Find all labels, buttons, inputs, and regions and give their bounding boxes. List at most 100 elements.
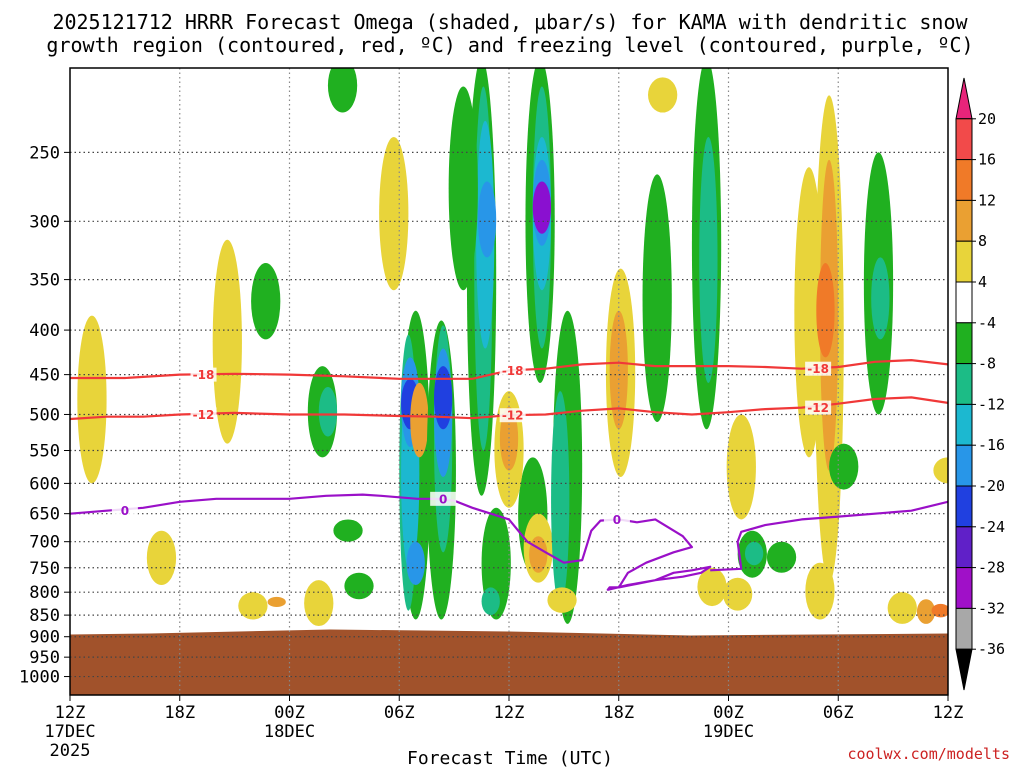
colorbar-bin-1 (955, 118, 973, 161)
omega-region-5 (267, 596, 286, 608)
colorbar-label-12: -32 (978, 599, 1005, 617)
omega-region-50 (726, 414, 756, 520)
x-tick-label-6: 00Z (713, 703, 744, 723)
y-tick-label-350: 350 (29, 271, 60, 291)
contour-label-freezing-level-1: 0 (439, 492, 447, 506)
grid-lines (70, 68, 948, 695)
contour-freezing-level-east (710, 500, 948, 572)
y-tick-label-300: 300 (29, 212, 60, 232)
x-tick-label-0: 12Z (55, 703, 86, 723)
x-axis-label: Forecast Time (UTC) (407, 748, 613, 768)
omega-region-35 (532, 181, 552, 234)
x-tick-label-3: 06Z (384, 703, 415, 723)
omega-region-54 (723, 577, 753, 611)
omega-region-11 (344, 572, 374, 600)
colorbar-label-0: 20 (978, 110, 996, 128)
colorbar-bin-10 (955, 485, 973, 528)
colorbar-label-10: -24 (978, 518, 1005, 536)
colorbar-cap-bottom (955, 648, 973, 691)
contour-lines: -18 -18 -18 -12 -12 -12 0 0 0 (70, 359, 948, 591)
omega-region-52 (744, 541, 764, 566)
colorbar-bin-3 (955, 199, 973, 242)
omega-region-2 (212, 239, 242, 444)
colorbar-cap-top (955, 77, 973, 120)
x-tick-date-2: 18DEC (264, 722, 315, 742)
contour-label-freezing-level-0: 0 (121, 504, 129, 518)
colorbar-label-3: 8 (978, 232, 987, 250)
x-tick-label-2: 00Z (274, 703, 305, 723)
chart-title-line-1: 2025121712 HRRR Forecast Omega (shaded, … (52, 10, 968, 34)
colorbar-bin-4 (955, 240, 973, 283)
colorbar-label-9: -20 (978, 477, 1005, 495)
omega-region-3 (304, 580, 334, 627)
y-tick-label-250: 250 (29, 143, 60, 163)
omega-region-12 (379, 136, 409, 291)
colorbar-label-2: 12 (978, 191, 996, 209)
colorbar-label-5: -4 (978, 314, 996, 332)
omega-region-23 (434, 366, 453, 430)
y-tick-label-850: 850 (29, 606, 60, 626)
y-tick-label-800: 800 (29, 583, 60, 603)
x-tick-date-0: 17DEC (44, 722, 95, 742)
colorbar-bin-6 (955, 322, 973, 365)
omega-region-61 (871, 257, 890, 340)
contour-label-dgz-minus-12-2: -12 (807, 401, 829, 415)
omega-region-64 (887, 592, 917, 624)
omega-region-67 (933, 457, 948, 484)
contour-label-bg-freezing-level-0 (111, 503, 138, 518)
contour-label-dgz-minus-12-0: -12 (193, 408, 215, 422)
colorbar-bin-13 (955, 607, 973, 650)
colorbar-bin-8 (955, 403, 973, 446)
y-tick-label-950: 950 (29, 648, 60, 668)
omega-region-42 (499, 406, 519, 471)
colorbar-label-1: 16 (978, 151, 996, 169)
omega-region-27 (477, 181, 497, 258)
colorbar-label-13: -36 (978, 640, 1005, 658)
colorbar-bin-9 (955, 444, 973, 487)
omega-region-66 (931, 603, 948, 618)
omega-region-63 (805, 562, 835, 620)
omega-colorbar: 20 16 12 8 4 -4 -8 -12 -16 -20 -24 -28 -32 -36 (955, 77, 1005, 691)
omega-region-53 (697, 567, 727, 607)
y-tick-label-700: 700 (29, 533, 60, 553)
y-tick-label-600: 600 (29, 474, 60, 494)
contour-label-dgz-minus-18-0: -18 (193, 368, 215, 382)
omega-region-9 (327, 68, 358, 113)
omega-region-0 (77, 315, 107, 484)
contour-label-bg-dgz-minus-12-1 (499, 408, 526, 423)
omega-region-65 (916, 599, 936, 624)
x-tick-date-6: 19DEC (703, 722, 754, 742)
colorbar-bin-11 (955, 526, 973, 569)
omega-region-8 (318, 387, 338, 437)
contour-freezing-level (70, 493, 712, 591)
contour-label-bg-dgz-minus-18-0 (190, 367, 217, 382)
credit-url[interactable]: coolwx.com/modelts (847, 745, 1010, 763)
contour-label-bg-dgz-minus-18-1 (499, 363, 526, 378)
y-tick-label-500: 500 (29, 405, 60, 425)
colorbar-label-8: -16 (978, 436, 1005, 454)
omega-region-59 (816, 263, 835, 358)
chart-title-line-2: growth region (contoured, red, ºC) and f… (46, 33, 973, 57)
y-tick-label-900: 900 (29, 628, 60, 648)
y-tick-label-1000: 1000 (19, 668, 60, 688)
x-tick-label-8: 12Z (933, 703, 964, 723)
colorbar-label-6: -8 (978, 355, 996, 373)
colorbar-bin-5 (955, 281, 973, 324)
omega-region-19 (410, 382, 429, 458)
omega-shading (77, 68, 948, 627)
x-tick-label-7: 06Z (823, 703, 854, 723)
omega-region-10 (333, 519, 363, 542)
omega-region-62 (829, 443, 859, 490)
contour-label-bg-dgz-minus-12-2 (805, 400, 832, 415)
contour-label-dgz-minus-18-1: -18 (502, 364, 524, 378)
omega-region-18 (406, 541, 425, 586)
x-tick-label-1: 18Z (164, 703, 195, 723)
colorbar-bin-7 (955, 363, 973, 405)
x-tick-year-0: 2025 (50, 741, 91, 761)
omega-region-6 (251, 263, 281, 340)
contour-label-dgz-minus-12-1: -12 (502, 409, 524, 423)
omega-region-46 (642, 174, 672, 422)
contour-label-bg-freezing-level-2 (603, 512, 630, 527)
contour-label-freezing-level-2: 0 (613, 513, 621, 527)
